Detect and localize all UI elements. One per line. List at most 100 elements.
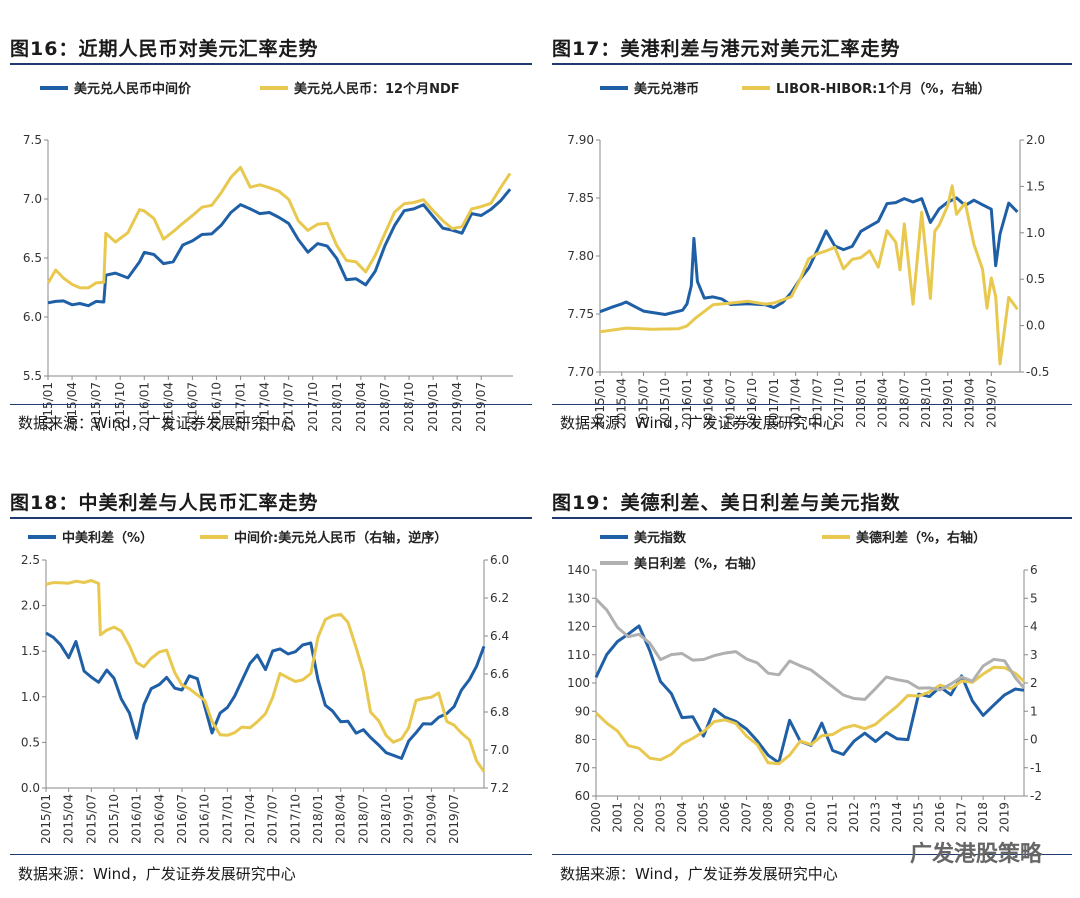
- x-tick-label: 2014: [890, 802, 904, 833]
- source-note: 数据来源：Wind，广发证券发展研究中心: [18, 865, 296, 883]
- x-tick-label: 2017: [955, 802, 969, 833]
- y2-tick-label: 4: [1030, 620, 1038, 634]
- chart-19: 60 70 80 90 100 110 120 130 140 -2 -1 0 1 2 3 4 5 6 2000 20…: [567, 530, 1042, 833]
- y-tick-label: 110: [567, 648, 590, 662]
- y2-tick-label: 6.8: [490, 705, 509, 719]
- y2-tick-label: 6: [1030, 563, 1038, 577]
- x-tick-label: 2019/04: [424, 794, 438, 844]
- title-divider: [552, 517, 1072, 519]
- x-tick-label: 2015/01: [39, 794, 53, 844]
- chart-16: 5.5 6.0 6.5 7.0 7.5 2015/01 2015/04 2015/07 2015…: [23, 81, 513, 432]
- x-tick-label: 2018/07: [897, 378, 911, 428]
- x-tick-label: 2016/07: [175, 794, 189, 844]
- x-tick-label: 2017/01: [220, 794, 234, 844]
- series-line-0: [594, 624, 1025, 765]
- y-tick-label: 0.5: [21, 735, 40, 749]
- y2-tick-label: -1: [1030, 761, 1042, 775]
- x-tick-label: 2017/04: [243, 794, 257, 844]
- x-tick-label: 2016/04: [152, 794, 166, 844]
- y-tick-label: 7.80: [567, 249, 594, 263]
- legend-label: 美日利差（%，右轴）: [634, 556, 764, 572]
- series-line-1: [594, 665, 1026, 766]
- x-tick-label: 2017/10: [832, 378, 846, 428]
- y-tick-label: 6.5: [23, 251, 42, 265]
- x-tick-label: 2000: [589, 802, 603, 833]
- x-tick-label: 2018: [976, 802, 990, 833]
- x-tick-label: 2013: [869, 802, 883, 833]
- series-line-0: [47, 188, 512, 308]
- y2-tick-label: 3: [1030, 648, 1038, 662]
- source-note: 数据来源：Wind，广发证券发展研究中心: [560, 865, 838, 883]
- legend-label: 美元指数: [634, 530, 687, 546]
- legend-label: 中间价:美元兑人民币（右轴，逆序）: [234, 530, 447, 546]
- x-tick-label: 2004: [675, 802, 689, 833]
- x-tick-label: 2019/04: [450, 382, 464, 432]
- x-tick-label: 2017/07: [810, 378, 824, 428]
- legend-label: 美元兑港币: [634, 81, 699, 97]
- y-tick-label: 90: [575, 704, 590, 718]
- y-tick-label: 6.0: [23, 310, 42, 324]
- x-tick-label: 2011: [826, 802, 840, 833]
- chart-title: 图16：近期人民币对美元汇率走势: [10, 38, 319, 60]
- y-tick-label: 7.70: [567, 365, 594, 379]
- x-tick-label: 2018/10: [919, 378, 933, 428]
- y-tick-label: 2.0: [21, 599, 40, 613]
- legend-label: 中美利差（%）: [62, 530, 153, 546]
- y-tick-label: 0.0: [21, 781, 40, 795]
- x-tick-label: 2017/04: [789, 378, 803, 428]
- y2-tick-label: 6.4: [490, 629, 509, 643]
- y2-tick-label: 5: [1030, 591, 1038, 605]
- x-tick-label: 2016/10: [745, 378, 759, 428]
- y-tick-label: 130: [567, 591, 590, 605]
- panel-chart-17: 图17：美港利差与港元对美元汇率走势 7.70 7.75 7.80 7.85 7.90 -…: [552, 34, 1072, 454]
- chart-title: 图17：美港利差与港元对美元汇率走势: [552, 38, 901, 60]
- x-tick-label: 2016/01: [137, 382, 151, 432]
- x-tick-label: 2018/01: [311, 794, 325, 844]
- series-line-1: [599, 184, 1019, 366]
- x-tick-label: 2016: [933, 802, 947, 833]
- x-tick-label: 2015/10: [113, 382, 127, 432]
- series-line-0: [599, 196, 1019, 316]
- x-tick-label: 2019/07: [447, 794, 461, 844]
- x-tick-label: 2016/10: [198, 794, 212, 844]
- y2-tick-label: 0: [1030, 733, 1038, 747]
- title-divider: [552, 63, 1072, 65]
- legend-label: 美元兑人民币中间价: [74, 81, 192, 97]
- series-line-2: [594, 598, 1026, 701]
- x-tick-label: 2017/10: [306, 382, 320, 432]
- y2-tick-label: 7.2: [490, 781, 509, 795]
- x-tick-label: 2018/07: [378, 382, 392, 432]
- x-tick-label: 2018/04: [354, 382, 368, 432]
- y2-tick-label: 0.0: [1026, 319, 1045, 333]
- title-divider: [10, 517, 532, 519]
- y-tick-label: 60: [575, 789, 590, 803]
- x-tick-label: 2016/04: [702, 378, 716, 428]
- x-tick-label: 2019/01: [402, 794, 416, 844]
- y-tick-label: 2.5: [21, 553, 40, 567]
- x-tick-label: 2018/01: [854, 378, 868, 428]
- x-tick-label: 2001: [611, 802, 625, 833]
- y-tick-label: 7.5: [23, 133, 42, 147]
- x-tick-label: 2012: [847, 802, 861, 833]
- source-divider: [552, 404, 1072, 405]
- y2-tick-label: -0.5: [1026, 365, 1049, 379]
- x-tick-label: 2017/01: [234, 382, 248, 432]
- source-note: 数据来源：Wind，广发证券发展研究中心: [18, 414, 296, 432]
- y-tick-label: 140: [567, 563, 590, 577]
- chart-18: 0.0 0.5 1.0 1.5 2.0 2.5 6.0 6.2 6.4 6.6 6.8 7.0 7.2 2…: [21, 530, 509, 844]
- x-tick-label: 2008: [761, 802, 775, 833]
- x-tick-label: 2019/04: [963, 378, 977, 428]
- x-tick-label: 2019/01: [426, 382, 440, 432]
- x-tick-label: 2015/01: [41, 382, 55, 432]
- y2-tick-label: 1: [1030, 704, 1038, 718]
- x-tick-label: 2016/07: [723, 378, 737, 428]
- x-tick-label: 2017/10: [288, 794, 302, 844]
- x-tick-label: 2015: [912, 802, 926, 833]
- y2-tick-label: 6.0: [490, 553, 509, 567]
- y2-tick-label: 2: [1030, 676, 1038, 690]
- x-tick-label: 2015/10: [658, 378, 672, 428]
- y2-tick-label: 6.6: [490, 667, 509, 681]
- x-tick-label: 2010: [804, 802, 818, 833]
- x-tick-label: 2015/07: [84, 794, 98, 844]
- x-tick-label: 2006: [718, 802, 732, 833]
